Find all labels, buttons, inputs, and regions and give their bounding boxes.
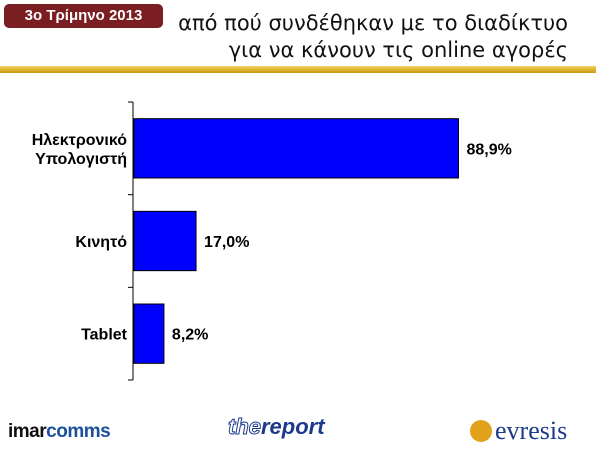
category-label-3: Tablet (81, 327, 128, 344)
bar-3 (133, 303, 165, 364)
imarcomms-logo-imar: imar (8, 421, 47, 442)
bar-chart: 88,9% Ηλεκτρονικό Υπολογιστή 17,0% Κινητό 8,2… (32, 101, 512, 381)
gold-divider (0, 66, 596, 73)
period-badge: 3ο Τρίμηνο 2013 (4, 4, 163, 28)
title-line-1: από πού συνδέθηκαν με το διαδίκτυο (178, 11, 568, 35)
category-label-1-line-2: Υπολογιστή (35, 151, 127, 168)
chart-title: από πού συνδέθηκαν με το διαδίκτυο για ν… (178, 10, 568, 64)
data-label-2: 17,0% (204, 234, 249, 251)
bar-2 (133, 210, 197, 272)
thereport-logo: thereport (228, 414, 325, 444)
evresis-logo: evresis (470, 416, 567, 446)
imarcomms-logo-comms: comms (46, 421, 111, 442)
category-label-2: Κινητό (75, 234, 127, 251)
title-line-2: για να κάνουν τις online αγορές (228, 38, 568, 62)
bar-1 (133, 118, 459, 179)
imarcomms-logo: imarcomms (8, 421, 111, 451)
evresis-mark-icon (470, 420, 492, 442)
thereport-logo-report: report (261, 414, 325, 439)
data-label-3: 8,2% (172, 327, 208, 344)
category-label-1-line-1: Ηλεκτρονικό (32, 132, 128, 149)
thereport-logo-the: the (228, 414, 262, 440)
data-label-1: 88,9% (466, 141, 511, 158)
evresis-logo-text: evresis (495, 416, 568, 445)
